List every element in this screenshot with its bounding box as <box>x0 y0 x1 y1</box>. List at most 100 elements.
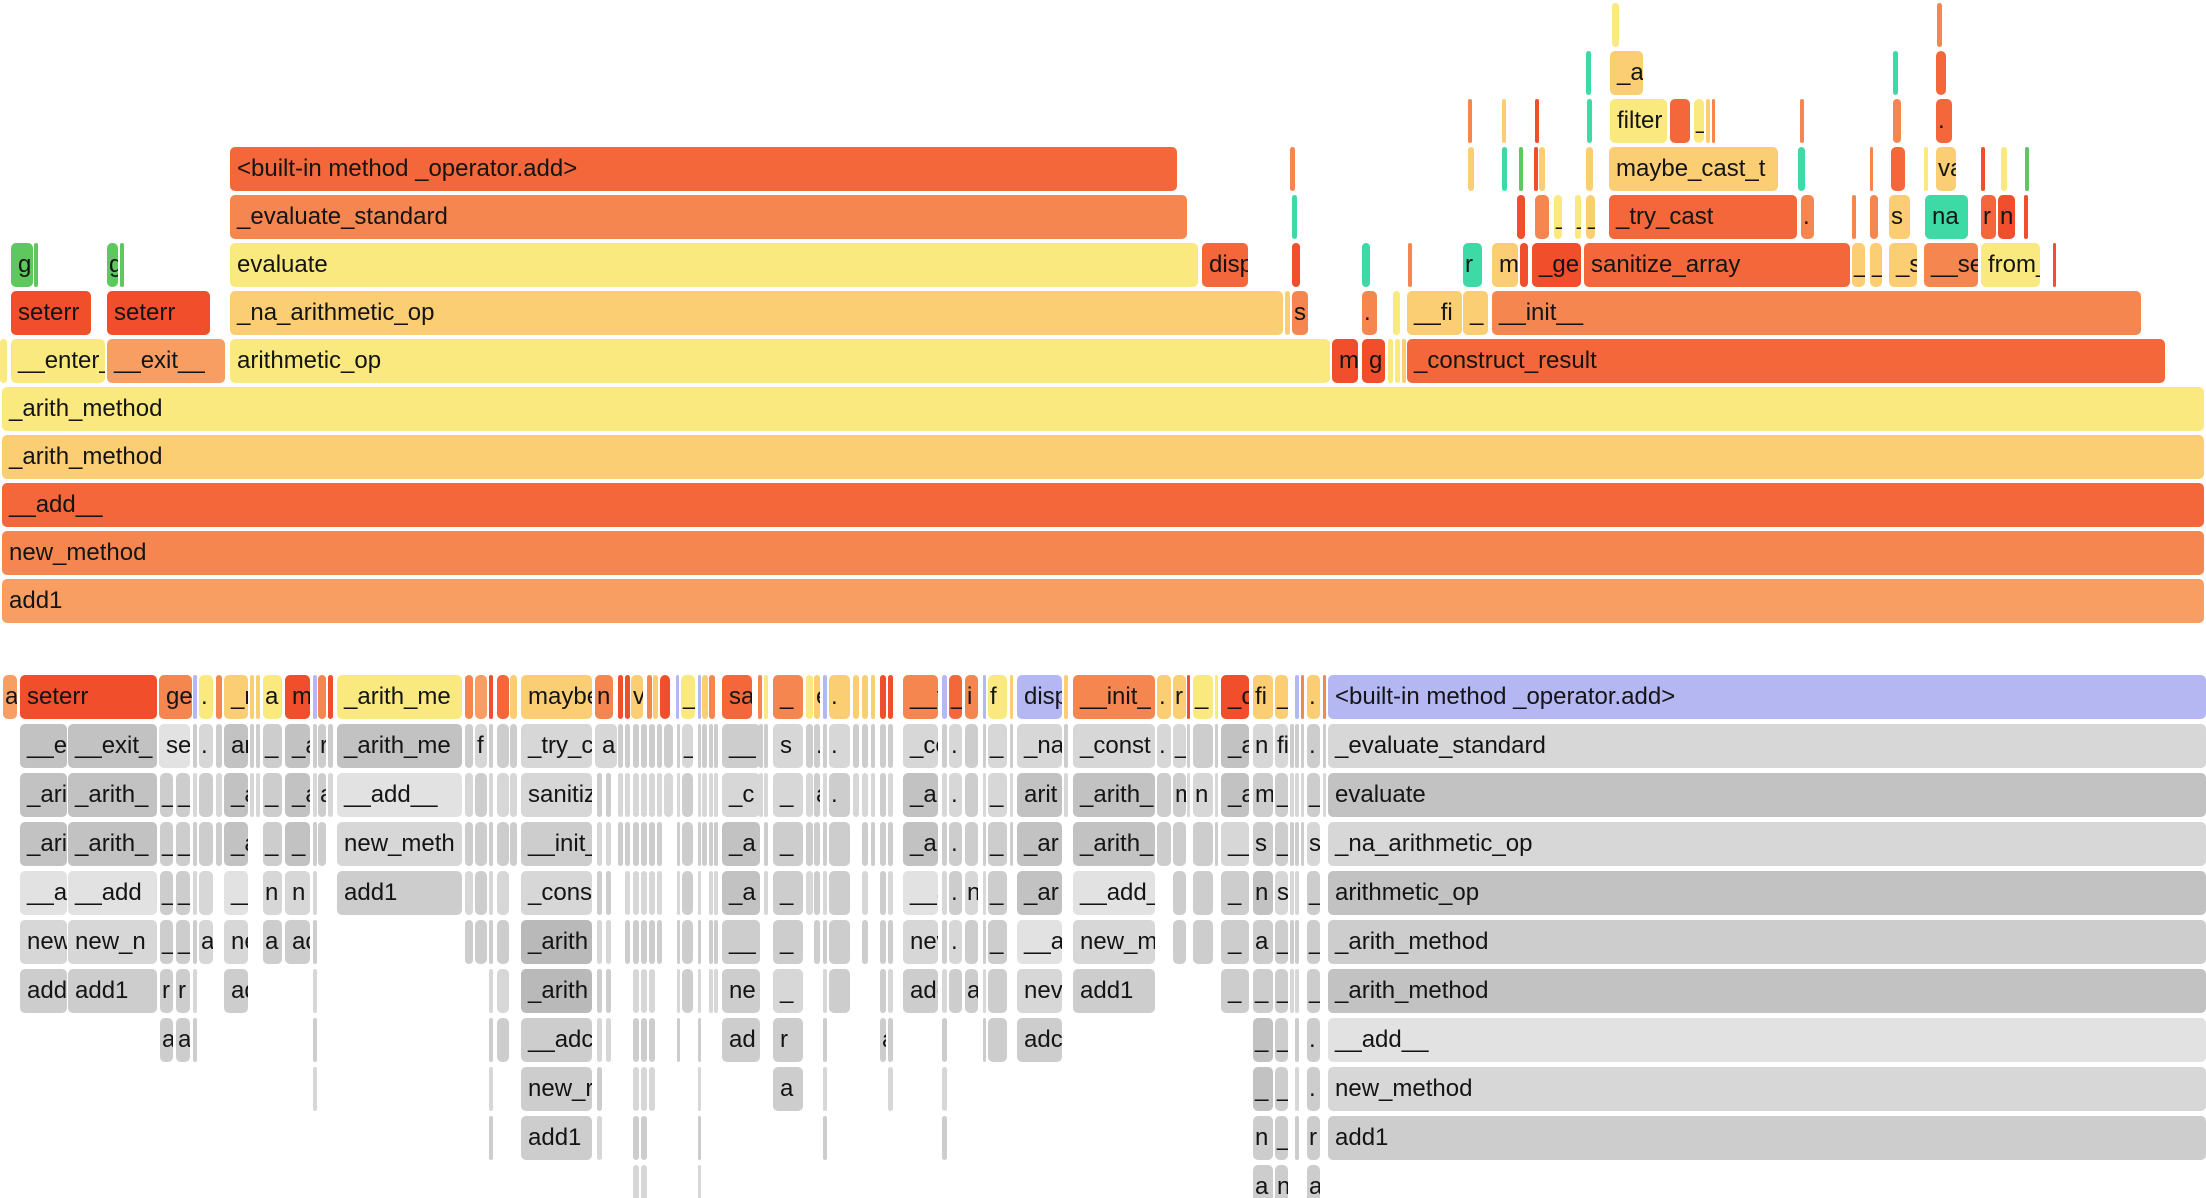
frame-bar[interactable]: arithmetic_op <box>230 339 1330 383</box>
frame-bar[interactable] <box>465 822 473 866</box>
frame-bar[interactable] <box>1924 147 1928 191</box>
frame-bar[interactable] <box>862 871 868 915</box>
frame-bar[interactable]: . <box>949 920 962 964</box>
frame-bar[interactable] <box>698 773 701 817</box>
frame-bar[interactable]: _ <box>263 822 282 866</box>
frame-bar[interactable] <box>497 920 509 964</box>
frame-bar[interactable]: __ <box>722 724 760 768</box>
frame-bar[interactable] <box>880 920 886 964</box>
frame-bar[interactable] <box>647 675 652 719</box>
frame-bar[interactable] <box>606 969 611 1013</box>
frame-bar[interactable]: a <box>199 920 213 964</box>
frame-bar[interactable] <box>328 724 333 768</box>
frame-bar[interactable] <box>1215 724 1218 768</box>
frame-bar[interactable] <box>702 773 707 817</box>
frame-bar[interactable]: __enter_ <box>11 339 105 383</box>
frame-bar[interactable] <box>489 920 493 964</box>
frame-bar[interactable] <box>698 1165 701 1198</box>
frame-bar[interactable]: __er <box>20 724 67 768</box>
frame-bar[interactable] <box>633 1116 639 1160</box>
frame-bar[interactable] <box>714 773 718 817</box>
frame-bar[interactable] <box>814 871 820 915</box>
frame-bar[interactable]: . <box>949 724 962 768</box>
frame-bar[interactable] <box>942 920 947 964</box>
frame-bar[interactable]: seterr <box>20 675 157 719</box>
frame-bar[interactable] <box>1173 920 1186 964</box>
frame-bar[interactable]: new_method <box>1328 1067 2206 1111</box>
frame-bar[interactable]: _try_cast <box>1609 195 1797 239</box>
frame-bar[interactable]: _a <box>285 773 310 817</box>
frame-bar[interactable] <box>657 773 662 817</box>
frame-bar[interactable]: . <box>1307 1018 1320 1062</box>
frame-bar[interactable]: __add_ <box>1073 871 1155 915</box>
frame-bar[interactable] <box>313 920 317 964</box>
frame-bar[interactable] <box>764 871 768 915</box>
frame-bar[interactable] <box>983 1018 986 1062</box>
frame-bar[interactable] <box>829 969 850 1013</box>
frame-bar[interactable]: _ <box>160 822 173 866</box>
frame-bar[interactable]: _ <box>1307 871 1320 915</box>
frame-bar[interactable] <box>676 675 679 719</box>
frame-bar[interactable] <box>1193 920 1213 964</box>
frame-bar[interactable] <box>1798 147 1805 191</box>
frame-bar[interactable]: s <box>773 724 803 768</box>
frame-bar[interactable]: _ <box>1275 1067 1288 1111</box>
frame-bar[interactable]: new_r <box>521 1067 592 1111</box>
frame-bar[interactable]: a <box>176 1018 190 1062</box>
frame-bar[interactable] <box>318 822 326 866</box>
frame-bar[interactable]: _construct_result <box>1407 339 2165 383</box>
frame-bar[interactable] <box>758 675 762 719</box>
frame-bar[interactable] <box>641 871 647 915</box>
frame-bar[interactable] <box>597 773 602 817</box>
frame-bar[interactable]: _ <box>1221 920 1249 964</box>
frame-bar[interactable] <box>714 822 718 866</box>
frame-bar[interactable]: n <box>1275 1165 1288 1198</box>
frame-bar[interactable] <box>682 871 693 915</box>
frame-bar[interactable] <box>965 822 978 866</box>
frame-bar[interactable]: . <box>829 773 850 817</box>
frame-bar[interactable]: _ <box>1575 195 1581 239</box>
frame-bar[interactable]: a <box>263 675 282 719</box>
frame-bar[interactable] <box>983 773 986 817</box>
frame-bar[interactable]: a <box>814 773 820 817</box>
frame-bar[interactable]: disp <box>1202 243 1248 287</box>
frame-bar[interactable]: . <box>199 675 213 719</box>
frame-bar[interactable] <box>193 724 197 768</box>
frame-bar[interactable]: g <box>107 243 118 287</box>
frame-bar[interactable]: . <box>1801 195 1814 239</box>
frame-bar[interactable]: r <box>773 1018 803 1062</box>
frame-bar[interactable]: _ <box>285 822 310 866</box>
frame-bar[interactable] <box>853 724 859 768</box>
frame-bar[interactable] <box>318 675 326 719</box>
frame-bar[interactable] <box>649 1018 655 1062</box>
frame-bar[interactable] <box>1800 99 1804 143</box>
frame-bar[interactable]: r <box>176 969 190 1013</box>
frame-bar[interactable] <box>1362 243 1370 287</box>
frame-bar[interactable]: evaluate <box>230 243 1198 287</box>
frame-bar[interactable] <box>1292 195 1297 239</box>
frame-bar[interactable] <box>983 822 986 866</box>
frame-bar[interactable] <box>942 1116 947 1160</box>
frame-bar[interactable]: _ <box>176 920 190 964</box>
frame-bar[interactable] <box>1290 969 1294 1013</box>
frame-bar[interactable]: sanitize_array <box>1584 243 1850 287</box>
frame-bar[interactable] <box>1395 339 1400 383</box>
frame-bar[interactable]: ac <box>285 920 310 964</box>
frame-bar[interactable]: _ <box>1586 195 1595 239</box>
frame-bar[interactable] <box>597 1018 602 1062</box>
frame-bar[interactable] <box>1215 773 1218 817</box>
frame-bar[interactable] <box>1301 773 1304 817</box>
frame-bar[interactable] <box>489 1018 493 1062</box>
frame-bar[interactable] <box>475 822 487 866</box>
frame-bar[interactable]: . <box>829 724 850 768</box>
frame-bar[interactable] <box>489 675 493 719</box>
frame-bar[interactable] <box>682 969 693 1013</box>
frame-bar[interactable]: ge <box>159 675 192 719</box>
frame-bar[interactable] <box>313 969 317 1013</box>
frame-bar[interactable]: _ <box>1307 969 1320 1013</box>
frame-bar[interactable] <box>709 822 713 866</box>
frame-bar[interactable] <box>465 675 473 719</box>
frame-bar[interactable]: __add__ <box>2 483 2204 527</box>
frame-bar[interactable]: s <box>1307 822 1320 866</box>
frame-bar[interactable]: m <box>1332 339 1358 383</box>
